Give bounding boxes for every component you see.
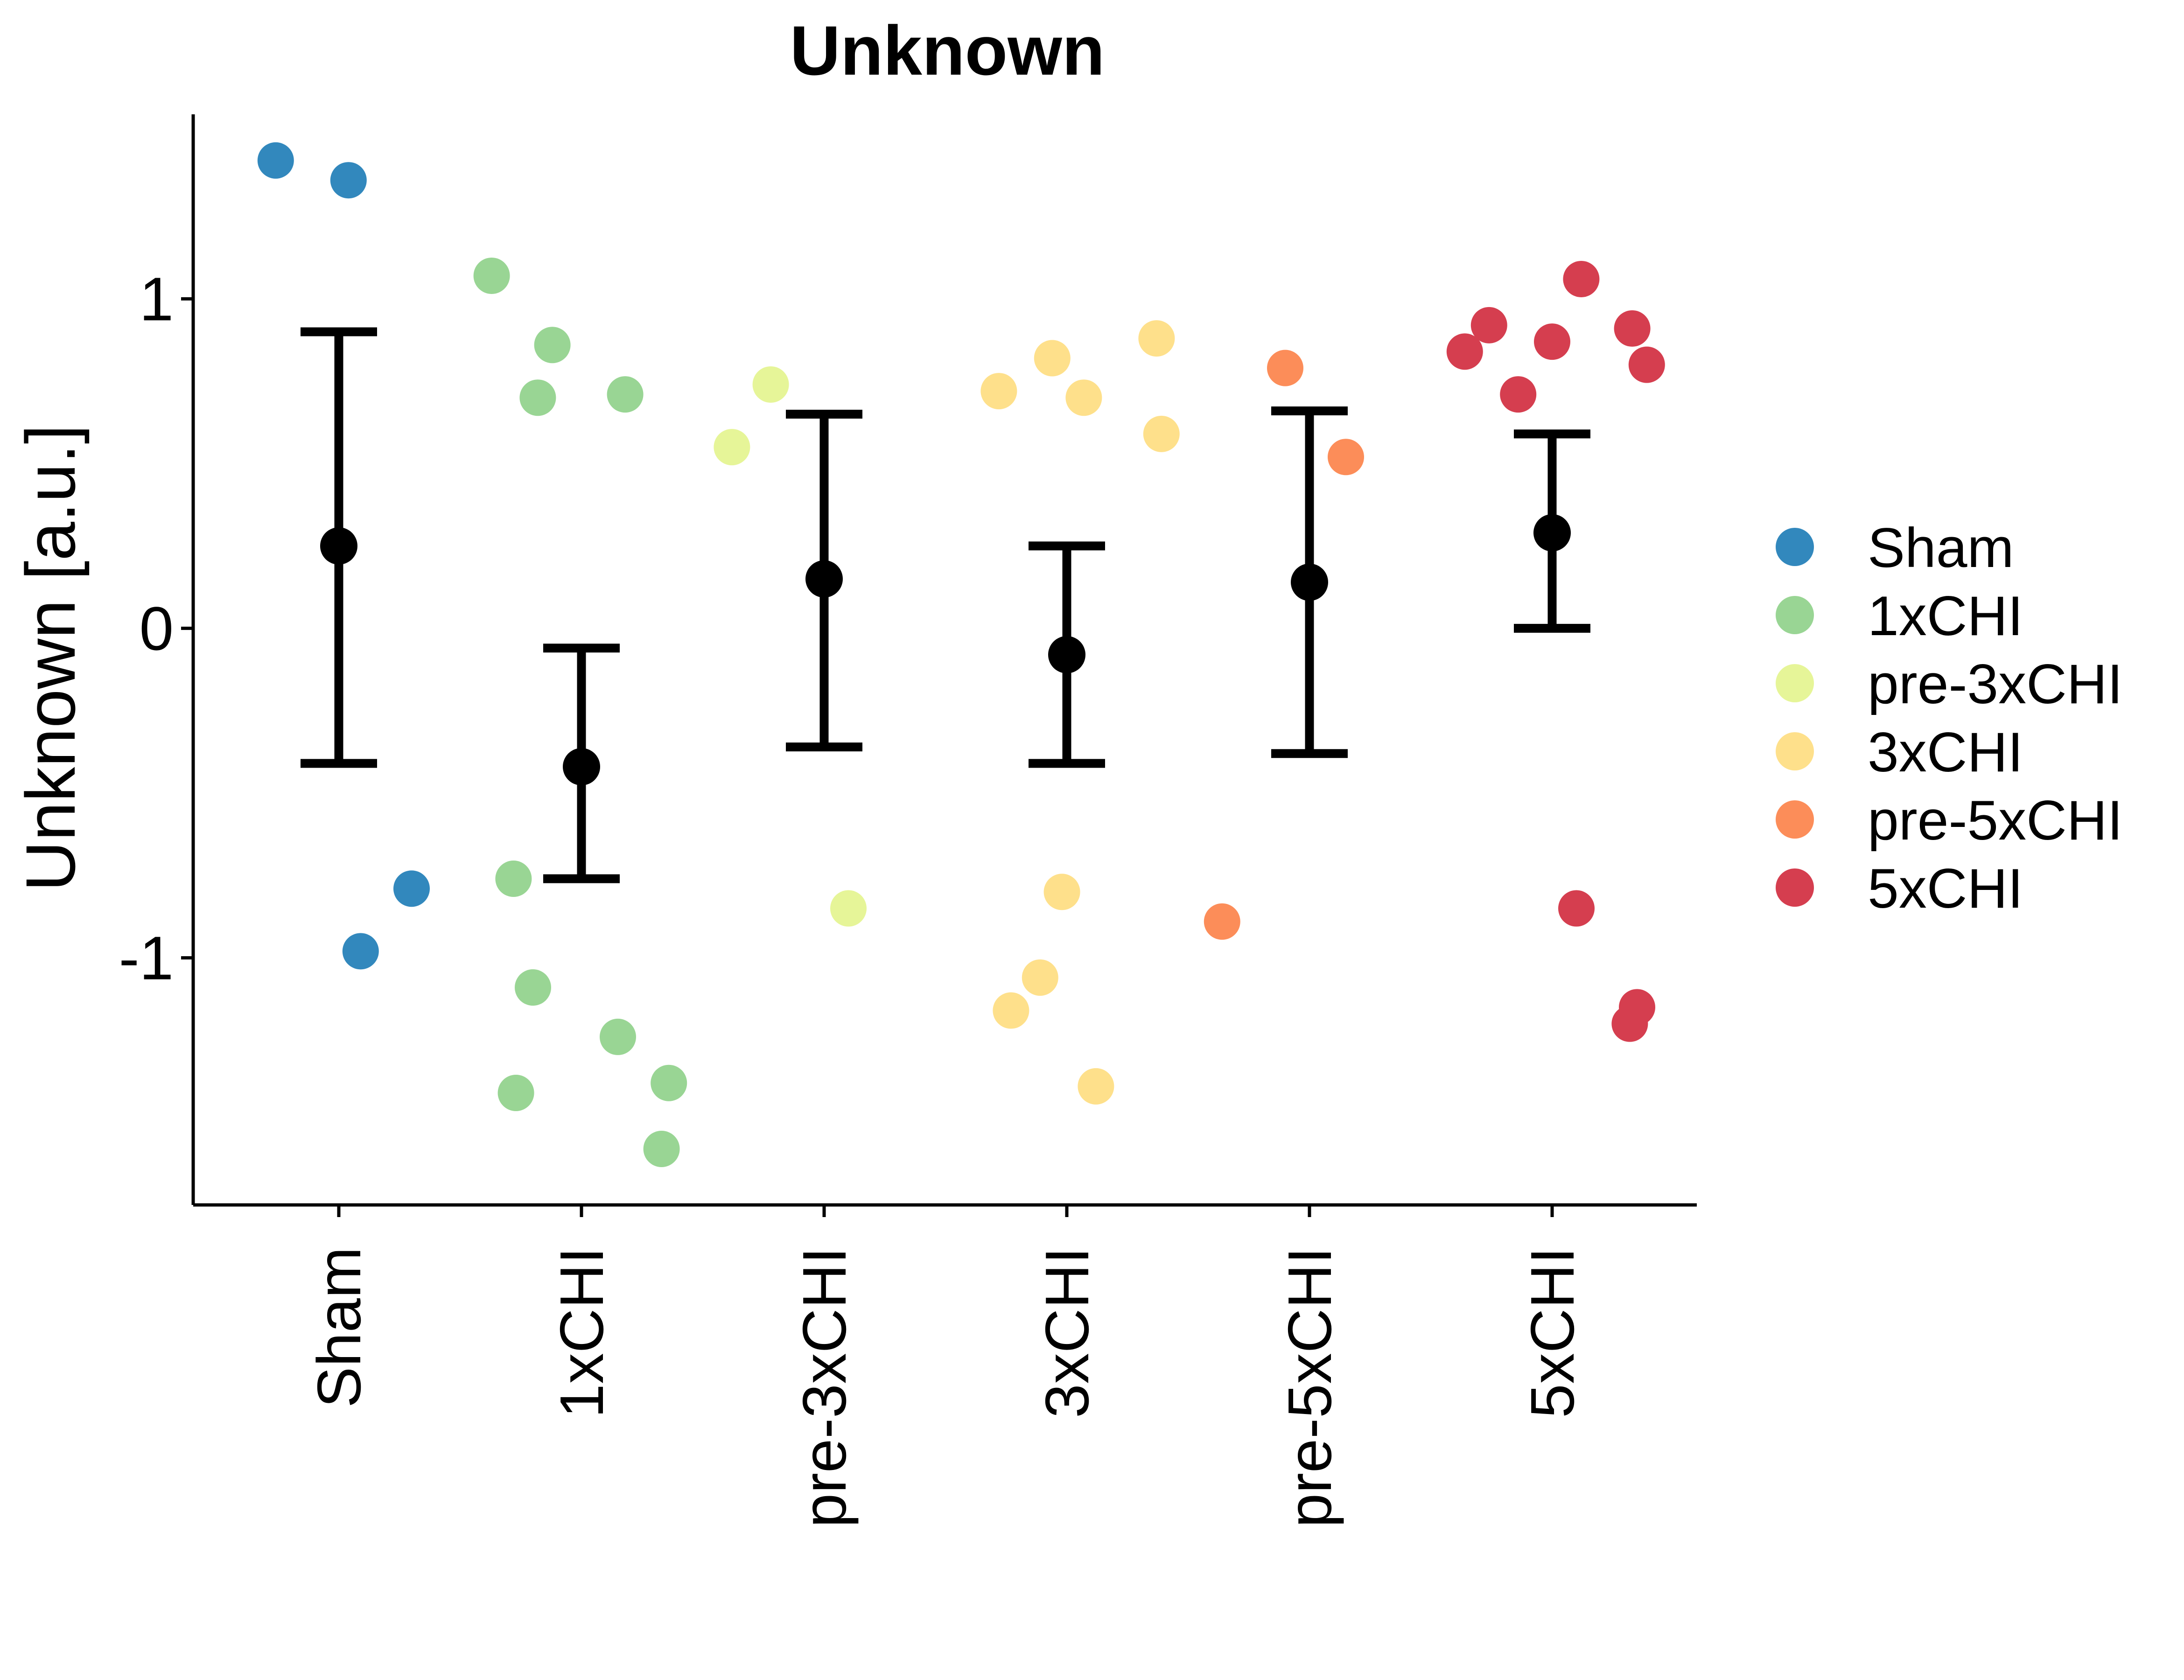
x-tick-label: 1xCHI — [547, 1247, 616, 1418]
data-point — [830, 890, 867, 927]
data-point — [993, 992, 1029, 1029]
data-point — [1534, 323, 1570, 360]
data-points — [257, 142, 1665, 1167]
data-point — [495, 861, 532, 897]
mean-point — [1533, 514, 1571, 552]
x-axis-ticks: Sham 1xCHI pre-3xCHI 3xCHI pre-5xCHI 5xCHI — [305, 1205, 1587, 1527]
data-point — [393, 870, 430, 907]
legend-swatch — [1776, 664, 1814, 702]
legend-swatch — [1776, 732, 1814, 770]
data-point — [1500, 376, 1537, 413]
data-point — [519, 379, 556, 416]
legend-swatch — [1776, 596, 1814, 634]
data-point — [515, 969, 551, 1006]
data-point — [1043, 874, 1080, 910]
data-point — [1065, 379, 1102, 416]
x-tick-label: 3xCHI — [1033, 1247, 1101, 1418]
x-tick-label: Sham — [305, 1247, 373, 1408]
data-point — [600, 1018, 636, 1055]
legend-swatch — [1776, 800, 1814, 839]
y-tick-label: -1 — [119, 924, 174, 992]
data-point — [1611, 1005, 1648, 1042]
data-point — [1446, 333, 1483, 370]
mean-point — [805, 560, 843, 598]
data-point — [1078, 1068, 1114, 1105]
data-point — [643, 1130, 680, 1167]
legend-label: pre-5xCHI — [1868, 789, 2123, 852]
data-point — [534, 327, 571, 364]
data-point — [1558, 890, 1595, 927]
data-point — [1563, 261, 1600, 298]
legend-label: Sham — [1868, 517, 2014, 579]
x-tick-label: pre-3xCHI — [790, 1247, 859, 1527]
x-tick-label: pre-5xCHI — [1275, 1247, 1344, 1527]
mean-point — [320, 527, 357, 565]
y-axis-title: Unknown [a.u.] — [11, 425, 90, 892]
data-point — [1204, 903, 1240, 940]
y-tick-label: 0 — [140, 594, 174, 663]
data-point — [752, 366, 789, 403]
data-point — [714, 429, 750, 466]
mean-point — [1048, 636, 1085, 673]
chart-title: Unknown — [790, 11, 1105, 90]
legend-label: 1xCHI — [1868, 585, 2023, 647]
data-point — [1138, 320, 1175, 357]
mean-point — [563, 748, 600, 785]
mean-point — [1291, 563, 1328, 601]
legend-label: pre-3xCHI — [1868, 653, 2123, 715]
legend-swatch — [1776, 868, 1814, 907]
data-point — [607, 376, 644, 413]
data-point — [1022, 959, 1058, 996]
data-point — [473, 257, 510, 294]
data-point — [1628, 346, 1665, 383]
data-point — [497, 1074, 534, 1111]
data-point — [1328, 439, 1364, 476]
legend-label: 5xCHI — [1868, 857, 2023, 920]
data-point — [980, 373, 1017, 410]
data-point — [1143, 415, 1180, 452]
data-point — [651, 1064, 687, 1101]
data-point — [342, 933, 379, 970]
data-point — [1614, 310, 1651, 347]
legend-swatch — [1776, 528, 1814, 566]
data-point — [1470, 307, 1507, 343]
y-axis-ticks: -1 0 1 — [119, 265, 193, 992]
data-point — [1034, 340, 1071, 377]
data-point — [1267, 350, 1303, 386]
data-point — [257, 142, 294, 179]
data-point — [330, 162, 367, 199]
legend-label: 3xCHI — [1868, 721, 2023, 784]
x-tick-label: 5xCHI — [1518, 1247, 1587, 1418]
y-tick-label: 1 — [140, 265, 174, 333]
mean-errorbars — [301, 327, 1590, 883]
